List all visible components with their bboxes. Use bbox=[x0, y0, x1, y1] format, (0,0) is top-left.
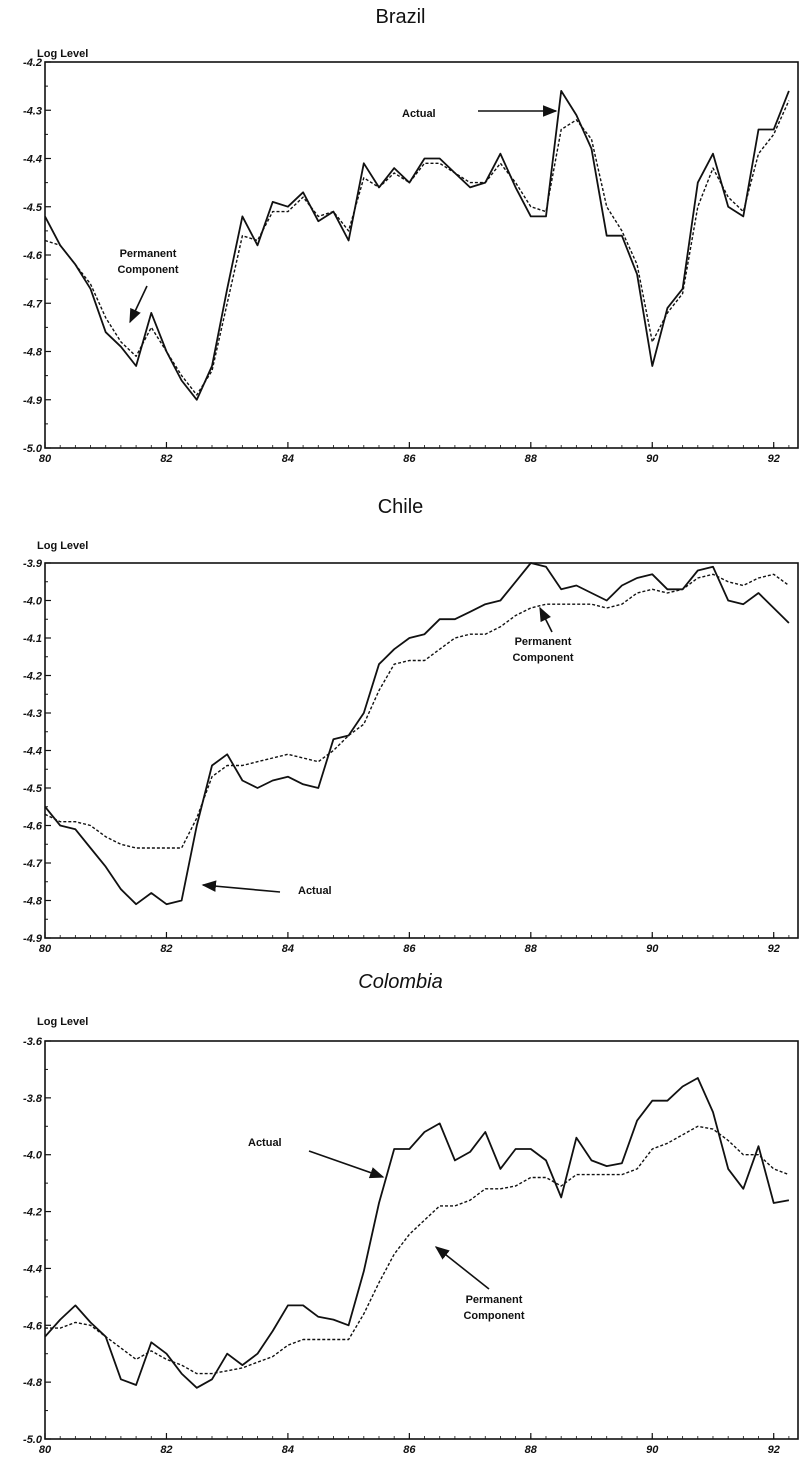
annotation-label: Actual bbox=[248, 1137, 282, 1149]
y-axis-label: Log Level bbox=[37, 1016, 89, 1028]
x-tick-label: 82 bbox=[160, 453, 172, 465]
annotation-label-line: Component bbox=[117, 264, 178, 276]
series-line-permanent-component bbox=[45, 1125, 790, 1375]
y-tick-label: -4.8 bbox=[23, 896, 43, 908]
x-tick-label: 90 bbox=[646, 1444, 659, 1456]
y-tick-label: -4.3 bbox=[23, 708, 42, 720]
x-tick-label: 84 bbox=[282, 943, 294, 955]
y-axis-label: Log Level bbox=[37, 48, 89, 60]
y-tick-label: -4.6 bbox=[23, 821, 43, 833]
annotation-label: Actual bbox=[298, 885, 332, 897]
annotation-arrow bbox=[308, 1150, 385, 1179]
annotation-arrow bbox=[201, 880, 281, 893]
annotation-label: Actual bbox=[402, 108, 436, 120]
chart-title: Colombia bbox=[358, 971, 443, 993]
x-tick-label: 82 bbox=[160, 1444, 172, 1456]
x-tick-label: 88 bbox=[525, 943, 538, 955]
y-tick-label: -4.8 bbox=[23, 1377, 43, 1389]
y-tick-label: -4.4 bbox=[23, 154, 42, 166]
chart-title: Brazil bbox=[375, 6, 426, 28]
y-tick-label: -4.0 bbox=[23, 1150, 43, 1162]
y-tick-label: -4.7 bbox=[23, 298, 43, 310]
y-tick-label: -5.0 bbox=[23, 443, 43, 455]
y-tick-label: -5.0 bbox=[23, 1434, 43, 1446]
y-tick-label: -4.6 bbox=[23, 250, 43, 262]
x-tick-label: 86 bbox=[403, 1444, 416, 1456]
x-tick-label: 92 bbox=[768, 1444, 780, 1456]
y-tick-label: -4.2 bbox=[23, 57, 42, 69]
x-tick-label: 90 bbox=[646, 453, 659, 465]
x-tick-label: 86 bbox=[403, 453, 416, 465]
y-tick-label: -3.6 bbox=[23, 1036, 43, 1048]
chart-title: Chile bbox=[377, 496, 424, 518]
y-tick-label: -4.4 bbox=[23, 1263, 42, 1275]
y-tick-label: -4.4 bbox=[23, 746, 42, 758]
series-line-actual bbox=[44, 562, 790, 906]
y-axis-label: Log Level bbox=[37, 540, 89, 552]
chart-panel-brazil: Brazil Log Level -5.0 -4.9 -4.8 -4.7 -4.6 -4.… bbox=[0, 0, 801, 470]
x-tick-label: 88 bbox=[525, 1444, 538, 1456]
x-tick-label: 80 bbox=[39, 453, 52, 465]
y-tick-label: -4.1 bbox=[23, 633, 42, 645]
annotation-label-line: Permanent bbox=[515, 636, 572, 648]
annotation-label-line: Permanent bbox=[466, 1294, 523, 1306]
chart-panel-chile: Chile Log Level -4.9 -4.8 -4.7 -4.6 -4.5 -4.4… bbox=[0, 490, 801, 955]
annotation-label-line: Permanent bbox=[120, 248, 177, 260]
annotation-label: Permanent Component bbox=[512, 636, 573, 664]
x-tick-label: 82 bbox=[160, 943, 172, 955]
series-line-actual bbox=[44, 1077, 790, 1389]
chart-panel-colombia: Colombia Log Level -5.0 -4.8 -4.6 -4.4 -4.2-… bbox=[0, 965, 801, 1459]
x-tick-label: 80 bbox=[39, 943, 52, 955]
series-line-permanent-component bbox=[44, 100, 790, 396]
plot-frame bbox=[44, 1040, 799, 1440]
y-tick-label: -4.3 bbox=[23, 105, 42, 117]
annotation-label: Permanent Component bbox=[463, 1294, 524, 1322]
y-tick-label: -4.7 bbox=[23, 858, 43, 870]
y-tick-label: -4.8 bbox=[23, 347, 43, 359]
annotation-arrow bbox=[434, 1246, 490, 1290]
y-tick-label: -4.6 bbox=[23, 1320, 43, 1332]
chart-svg-colombia: -5.0 -4.8 -4.6 -4.4 -4.2 -4.0 -3.8 -3.6 80 82 84 86… bbox=[23, 1036, 799, 1456]
x-tick-label: 80 bbox=[39, 1444, 52, 1456]
y-tick-label: -4.9 bbox=[23, 933, 43, 945]
annotation-label-line: Component bbox=[463, 1310, 524, 1322]
annotation-label: Permanent Component bbox=[117, 248, 178, 276]
y-tick-label: -4.0 bbox=[23, 596, 43, 608]
x-tick-label: 84 bbox=[282, 453, 294, 465]
series-line-actual bbox=[44, 90, 790, 401]
x-tick-label: 92 bbox=[768, 943, 780, 955]
x-tick-label: 88 bbox=[525, 453, 538, 465]
annotation-arrow bbox=[129, 285, 148, 324]
y-tick-label: -3.8 bbox=[23, 1093, 43, 1105]
series-line-permanent-component bbox=[44, 573, 790, 849]
y-tick-label: -3.9 bbox=[23, 558, 43, 570]
x-tick-label: 90 bbox=[646, 943, 659, 955]
y-tick-label: -4.2 bbox=[23, 1207, 42, 1219]
y-tick-label: -4.5 bbox=[23, 783, 43, 795]
annotation-label-line: Component bbox=[512, 652, 573, 664]
chart-svg-brazil: -5.0 -4.9 -4.8 -4.7 -4.6 -4.5 -4.4 -4.3 -4.2 80 82… bbox=[23, 57, 799, 465]
annotation-arrow bbox=[539, 606, 553, 633]
x-tick-label: 86 bbox=[403, 943, 416, 955]
y-tick-label: -4.9 bbox=[23, 395, 43, 407]
y-tick-label: -4.5 bbox=[23, 202, 43, 214]
x-tick-label: 84 bbox=[282, 1444, 294, 1456]
chart-svg-chile: -4.9 -4.8 -4.7 -4.6 -4.5 -4.4 -4.3 -4.2 -4.1 -4.0… bbox=[23, 558, 799, 955]
x-tick-label: 92 bbox=[768, 453, 780, 465]
plot-frame bbox=[44, 562, 799, 939]
y-tick-label: -4.2 bbox=[23, 671, 42, 683]
